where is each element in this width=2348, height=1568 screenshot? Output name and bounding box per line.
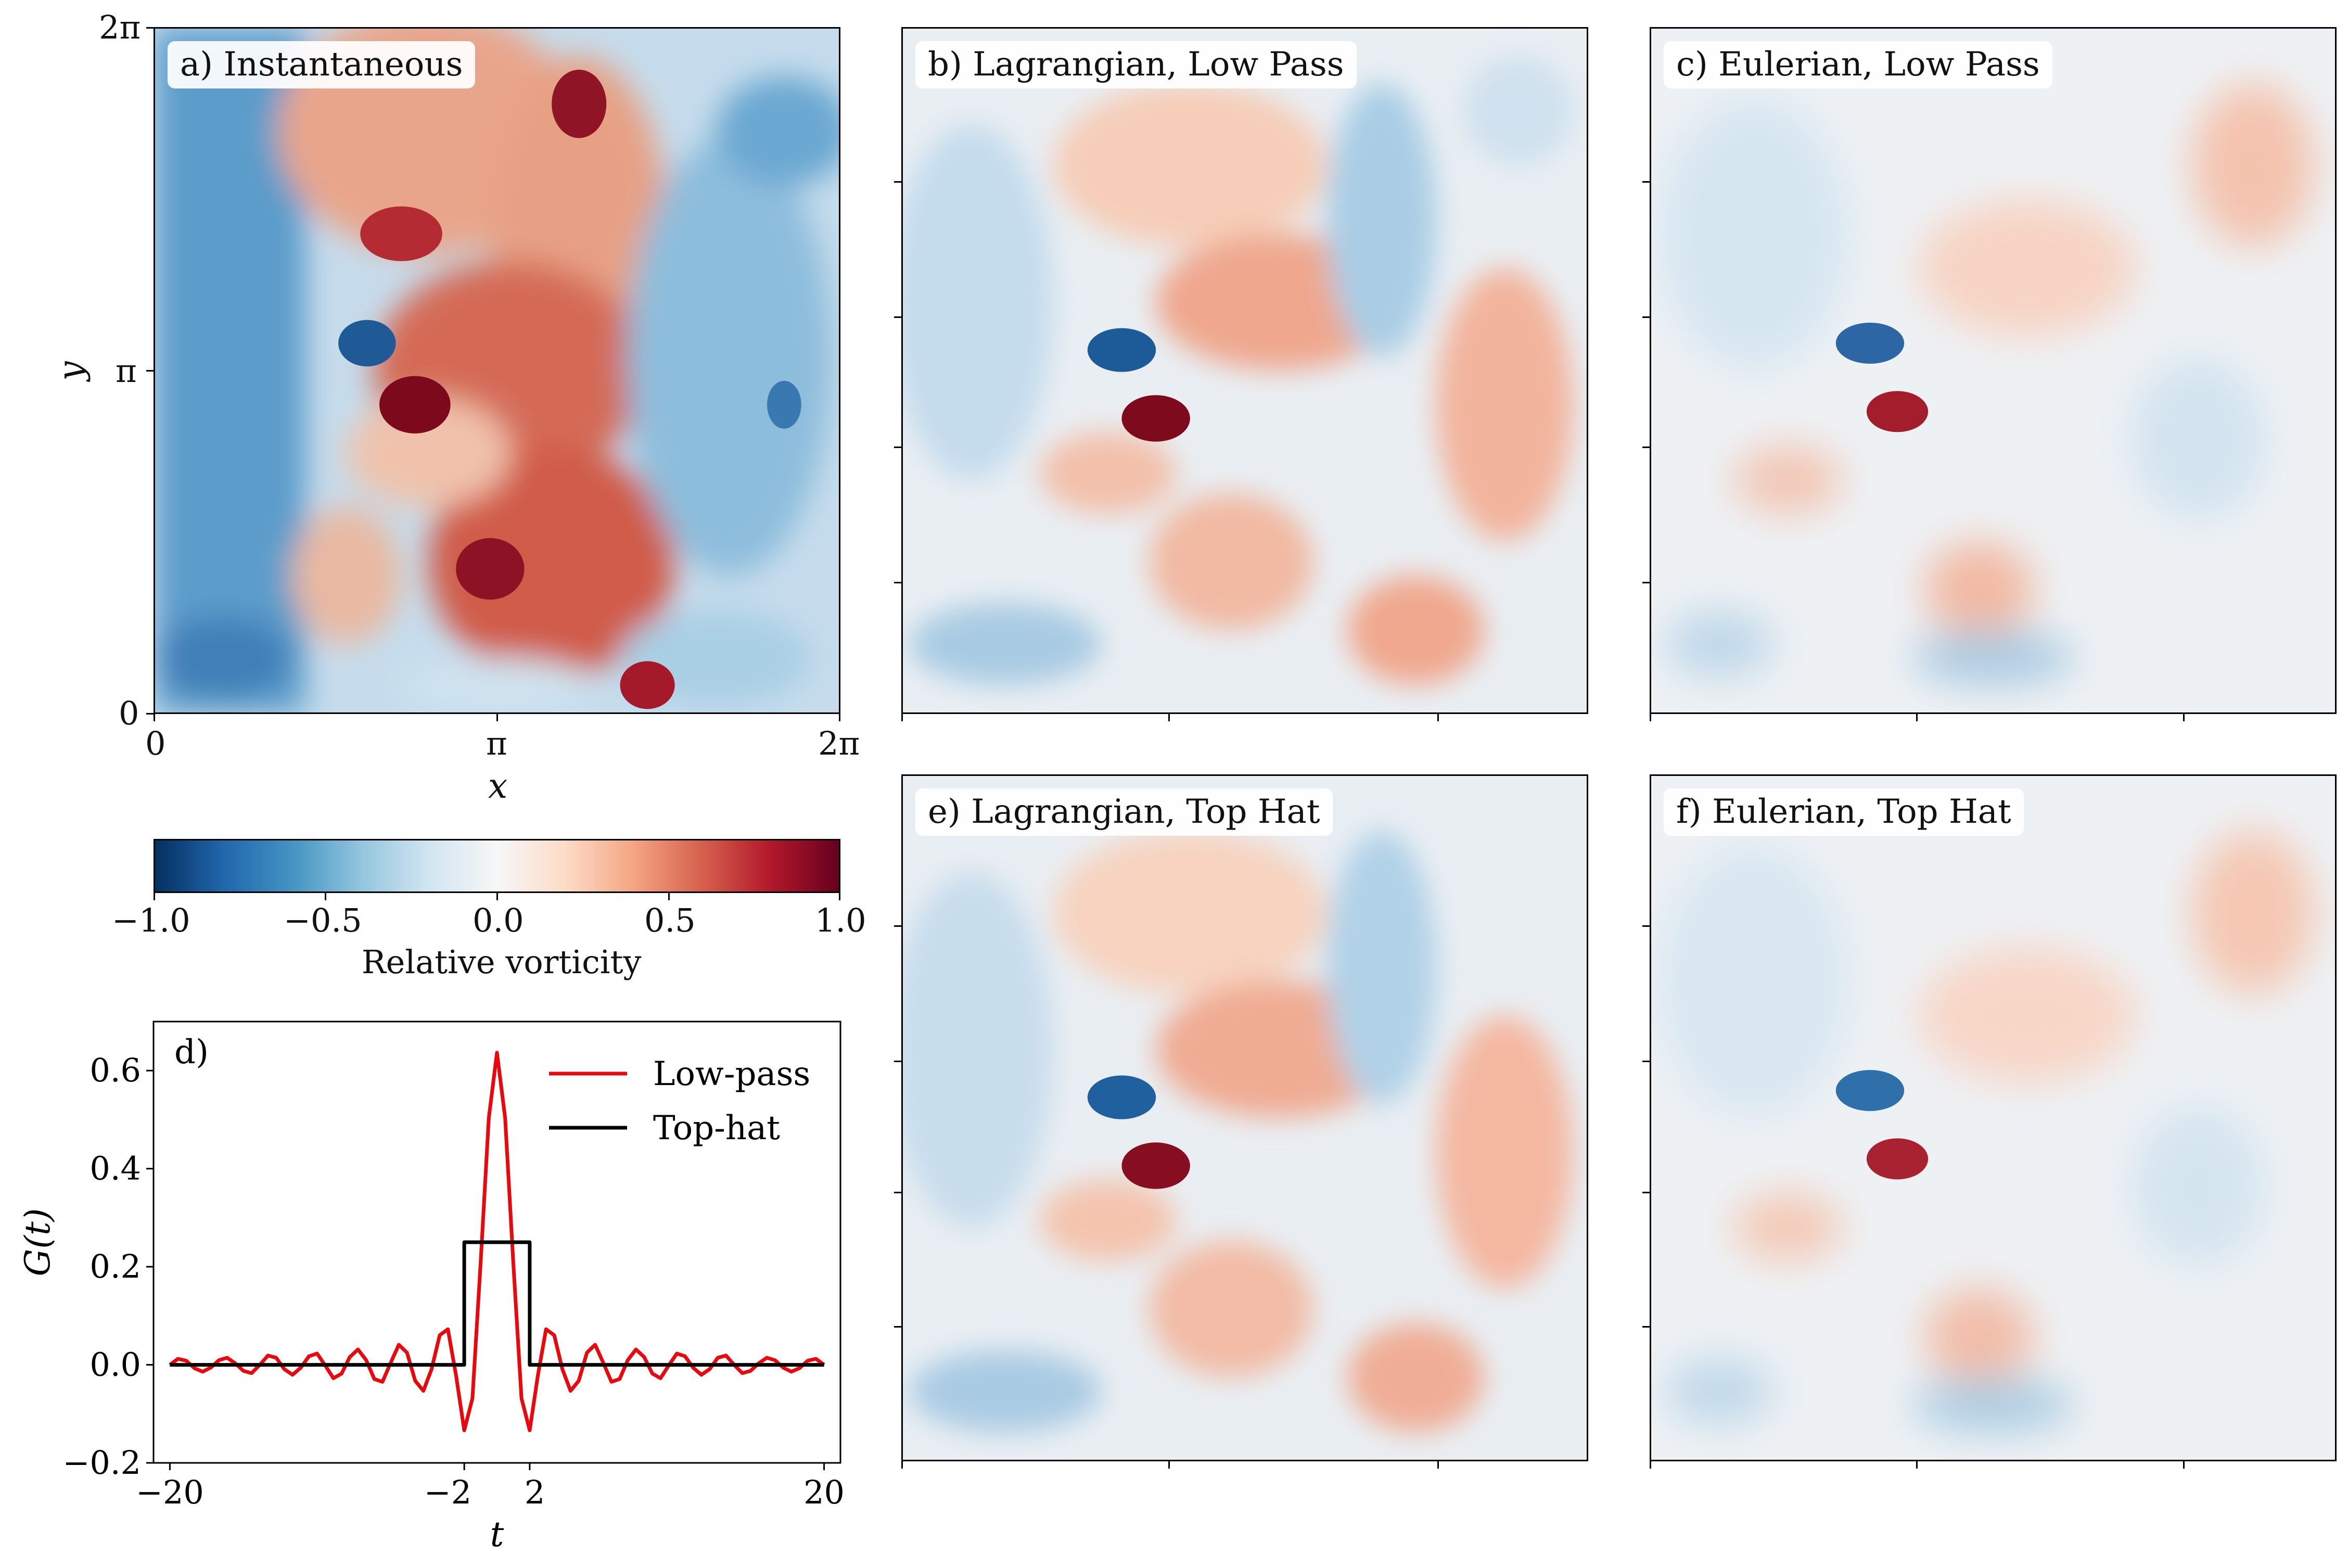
y-tick-0 <box>146 713 154 715</box>
vorticity-field-b <box>903 29 1587 712</box>
panel-c-ytick <box>1642 582 1650 583</box>
panel-a: a) Instantaneous <box>154 27 840 714</box>
x-tick-label: 20 <box>803 1473 845 1511</box>
panel-b-ytick <box>894 181 901 183</box>
panel-c-ytick <box>1642 447 1650 448</box>
panel-b-xtick <box>1168 714 1170 721</box>
x-tick-label: −20 <box>136 1473 204 1511</box>
panel-a-label: a) Instantaneous <box>168 41 476 89</box>
x-tick-label: 2 <box>525 1473 545 1511</box>
panel-c-xtick <box>1650 714 1651 721</box>
y-tick-label: 0.2 <box>90 1247 141 1285</box>
y-tick-label: −0.2 <box>62 1444 141 1482</box>
panel-e-xtick <box>1168 1461 1170 1469</box>
panel-f-xtick <box>2183 1461 2185 1469</box>
panel-e-label: e) Lagrangian, Top Hat <box>915 788 1333 836</box>
vorticity-field-f <box>1651 776 2335 1460</box>
y-tick-label: 0.4 <box>90 1150 141 1188</box>
vorticity-field-c <box>1651 29 2335 712</box>
panel-d-label: d) <box>174 1033 209 1072</box>
panel-f-ytick <box>1642 925 1650 927</box>
vorticity-field-a <box>155 29 839 712</box>
x-axis-title: x <box>488 766 508 806</box>
colorbar <box>154 839 840 893</box>
y-tick-label: 0.6 <box>90 1051 141 1089</box>
panel-e-xtick <box>1437 1461 1439 1469</box>
panel-e-ytick <box>894 925 901 927</box>
panel-b-ytick <box>894 447 901 448</box>
colorbar-tick-label: 1.0 <box>815 901 866 939</box>
panel-e-xtick <box>901 1461 903 1469</box>
colorbar-tick <box>325 893 326 900</box>
panel-c: c) Eulerian, Low Pass <box>1650 27 2337 714</box>
legend-label-top-hat: Top-hat <box>653 1109 780 1148</box>
x-tick-label: −2 <box>424 1473 471 1511</box>
panel-f-xtick <box>1650 1461 1651 1469</box>
y-tick-pi <box>146 370 154 372</box>
legend-label-low-pass: Low-pass <box>653 1055 810 1093</box>
panel-c-ytick <box>1642 181 1650 183</box>
y-axis-title: G(t) <box>18 1208 58 1277</box>
panel-b: b) Lagrangian, Low Pass <box>901 27 1588 714</box>
panel-e-ytick <box>894 1326 901 1328</box>
panel-c-xtick <box>2183 714 2185 721</box>
panel-b-label: b) Lagrangian, Low Pass <box>915 41 1357 89</box>
panel-f-xtick <box>1916 1461 1918 1469</box>
y-tick-label-2pi: 2π <box>99 8 141 46</box>
x-tick-label-pi: π <box>486 724 507 762</box>
y-tick-2pi <box>146 27 154 29</box>
panel-f-ytick <box>1642 1192 1650 1193</box>
colorbar-label: Relative vorticity <box>362 943 642 981</box>
panel-e-ytick <box>894 1192 901 1193</box>
colorbar-tick-label: 0.5 <box>644 901 696 939</box>
panel-c-xtick <box>1916 714 1918 721</box>
colorbar-tick <box>839 893 840 900</box>
panel-f-label: f) Eulerian, Top Hat <box>1664 788 2024 836</box>
panel-b-xtick <box>1437 714 1439 721</box>
y-tick-label: 0.0 <box>90 1346 141 1384</box>
colorbar-tick-label: −1.0 <box>112 901 190 939</box>
x-tick-label-2pi: 2π <box>818 724 860 762</box>
panel-c-ytick <box>1642 316 1650 318</box>
panel-b-ytick <box>894 582 901 583</box>
colorbar-tick <box>496 893 498 900</box>
colorbar-tick <box>668 893 670 900</box>
x-tick-pi <box>496 714 498 721</box>
vorticity-field-e <box>903 776 1587 1460</box>
panel-f-ytick <box>1642 1326 1650 1328</box>
panel-c-label: c) Eulerian, Low Pass <box>1664 41 2052 89</box>
panel-e-ytick <box>894 1061 901 1062</box>
colorbar-tick <box>154 893 155 900</box>
panel-f-ytick <box>1642 1061 1650 1062</box>
x-tick-0 <box>154 714 155 721</box>
x-axis-title: t <box>490 1514 504 1554</box>
panel-b-ytick <box>894 316 901 318</box>
x-tick-label-0: 0 <box>145 724 166 762</box>
panel-f: f) Eulerian, Top Hat <box>1650 774 2337 1461</box>
x-tick-2pi <box>839 714 840 721</box>
colorbar-tick-label: 0.0 <box>473 901 524 939</box>
top-hat-series-line <box>170 1240 824 1367</box>
low-pass-series-line <box>169 1051 825 1432</box>
panel-b-xtick <box>901 714 903 721</box>
y-tick-label-pi: π <box>116 352 137 390</box>
colorbar-tick-label: −0.5 <box>284 901 362 939</box>
y-tick-label-0: 0 <box>119 694 139 732</box>
panel-e: e) Lagrangian, Top Hat <box>901 774 1588 1461</box>
